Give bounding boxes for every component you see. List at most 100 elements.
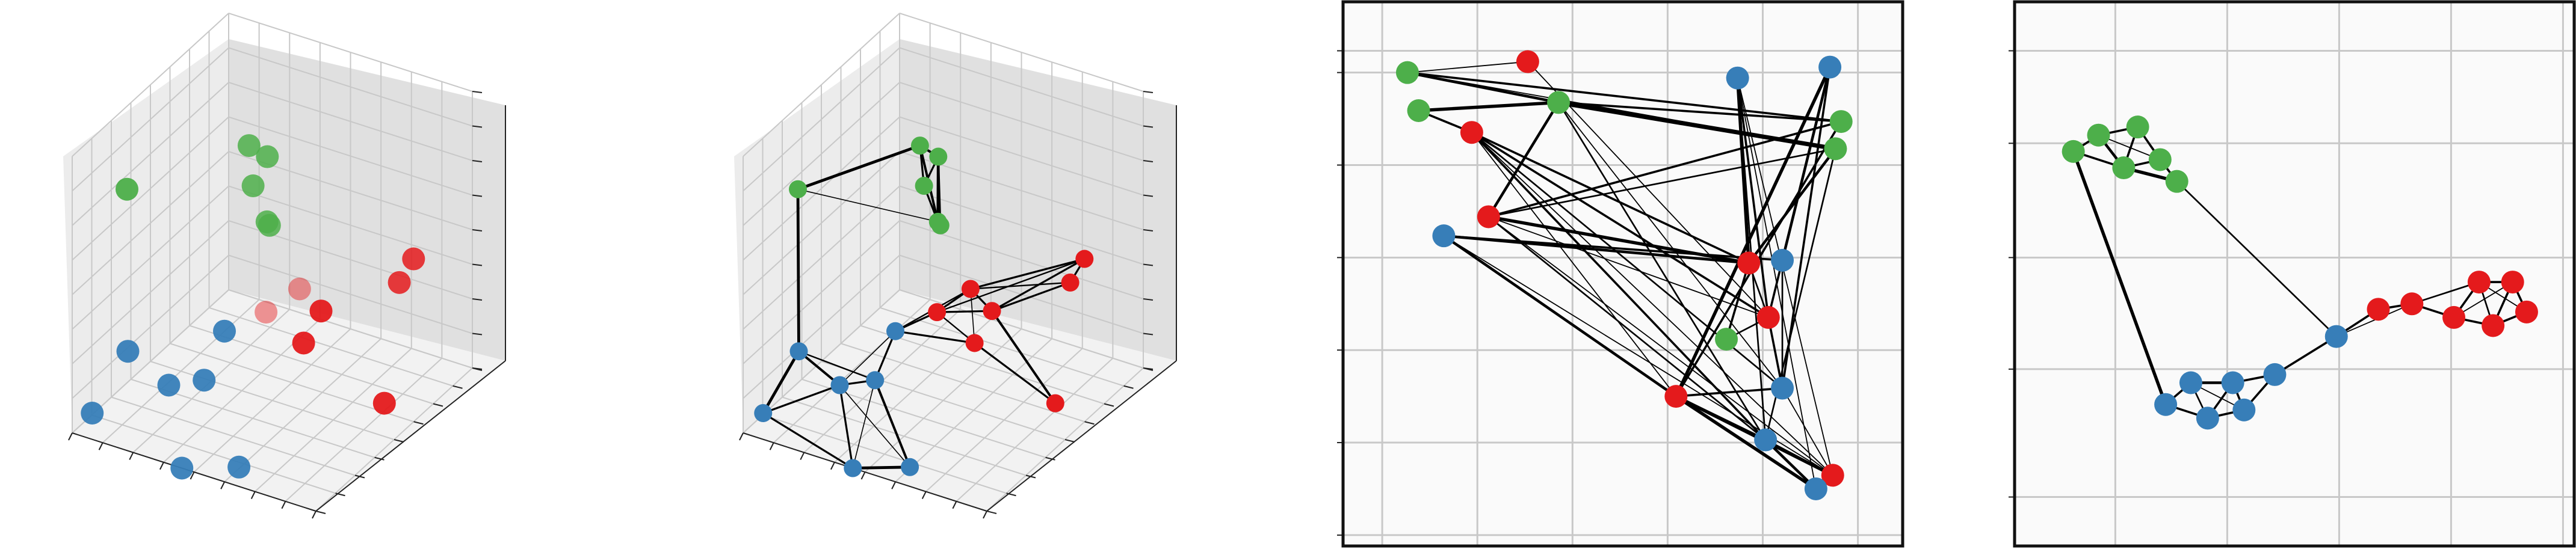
p3-node-g4 <box>2112 156 2136 180</box>
p1-y-tick-1 <box>1006 492 1016 497</box>
p0-y-tick-2 <box>354 474 365 479</box>
panel-2d-network-b <box>2009 0 2576 548</box>
p1-grid-floor-y-7 <box>880 307 1124 387</box>
p2-edge-33 <box>1674 65 1832 398</box>
p1-grid-left-z-3 <box>743 185 900 330</box>
p2-node-b7 <box>1804 477 1827 500</box>
p2-edge-20 <box>1487 216 1767 441</box>
p3-node-r4 <box>2501 271 2524 294</box>
p0-grid-back-z-7 <box>228 47 473 127</box>
p0-grid-left-z-3 <box>72 185 229 330</box>
p1-node-r3 <box>1075 250 1094 268</box>
p1-edge-16 <box>990 257 1086 312</box>
p0-grid-left-z-1 <box>72 254 229 399</box>
p0-point-b7 <box>227 455 251 479</box>
p1-node-b3 <box>830 376 849 394</box>
p0-grid-left-z-2 <box>72 220 229 364</box>
p3-node-r1 <box>2367 298 2390 321</box>
p1-node-r1 <box>961 280 980 298</box>
p1-node-g2 <box>910 136 929 155</box>
p3-node-b6 <box>2196 406 2219 430</box>
p1-grid-floor-y-1 <box>762 414 1007 494</box>
p0-point-b2 <box>116 340 140 363</box>
p0-z-tick-1 <box>472 333 483 336</box>
p1-grid-left-z-6 <box>743 82 900 226</box>
p2-edge-26 <box>1442 234 1678 398</box>
p3-node-b5 <box>2154 393 2178 416</box>
p0-point-r7 <box>372 391 396 415</box>
p1-z-tick-7 <box>1143 125 1154 128</box>
p1-x-tick-5 <box>891 481 897 489</box>
p2-edge-21 <box>1487 148 1836 218</box>
p0-point-b6 <box>170 456 194 480</box>
p0-pane-back <box>229 39 505 361</box>
p2-node-g3 <box>1547 91 1571 114</box>
p1-grid-left-z-2 <box>743 220 900 364</box>
p1-x-tick-2 <box>800 452 805 460</box>
p2-edge-12 <box>1471 131 1770 319</box>
p1-grid-floor-y-5 <box>841 343 1085 423</box>
p2-edge-22 <box>1487 216 1833 476</box>
p3-node-r6 <box>2482 314 2505 337</box>
p0-pane-floor <box>72 290 505 511</box>
p2-edge-29 <box>1736 76 1770 319</box>
p0-grid-back-z-6 <box>228 82 473 161</box>
p1-edge-0 <box>796 144 922 191</box>
p0-x-tick-4 <box>190 471 195 480</box>
p2-edge-14 <box>1471 132 1833 476</box>
p3-edge-14 <box>2273 335 2338 376</box>
p1-z-tick-6 <box>1143 160 1154 162</box>
p1-grid-back-z-5 <box>899 116 1144 196</box>
p1-edge-22 <box>970 288 975 344</box>
p1-edge-35 <box>762 412 854 470</box>
p1-y-tick-3 <box>1045 456 1055 461</box>
p2-node-r5 <box>1756 305 1780 329</box>
p0-y-tick-4 <box>394 439 404 443</box>
p2-edge-53 <box>1782 387 1833 476</box>
p1-node-b1 <box>886 322 904 340</box>
p1-y-tick-5 <box>1084 421 1095 425</box>
p3-node-b4 <box>2179 371 2202 394</box>
p2-edge-4 <box>1416 100 1560 112</box>
p0-grid-floor-y-1 <box>91 414 336 494</box>
p2-edge-11 <box>1471 131 1750 265</box>
p1-grid-left-z-7 <box>743 47 900 192</box>
p0-y-tick-7 <box>452 385 463 389</box>
p0-point-b1 <box>213 319 236 343</box>
p1-y-tick-4 <box>1064 439 1075 443</box>
p1-edge-36 <box>851 465 912 470</box>
p2-edge-48 <box>1674 394 1818 491</box>
p0-point-r4 <box>388 271 411 294</box>
p0-z-tick-6 <box>472 160 483 162</box>
p0-y-axis-line <box>315 360 506 512</box>
p1-node-g1 <box>789 180 807 198</box>
p3-edge-11 <box>2071 150 2167 406</box>
p2-node-g5 <box>1824 137 1847 161</box>
p2-node-r2 <box>1460 121 1483 144</box>
p2-edge-41 <box>1725 262 1750 340</box>
p3-edge-12 <box>2176 180 2338 337</box>
p1-edge-14 <box>969 257 1086 290</box>
p0-point-r5 <box>255 301 278 324</box>
p2-edge-23 <box>1487 120 1842 218</box>
p0-grid-floor-y-2 <box>111 396 356 476</box>
p1-edge-38 <box>839 330 896 386</box>
p1-grid-back-z-8 <box>899 13 1144 92</box>
p0-grid-left-z-7 <box>72 47 229 192</box>
p2-edge-25 <box>1442 235 1784 262</box>
p2-edge-6 <box>1556 100 1838 151</box>
p3-plot-area <box>2015 2 2574 546</box>
p0-x-tick-8 <box>312 511 317 519</box>
p1-x-tick-6 <box>921 491 927 499</box>
p0-grid-back-z-8 <box>228 13 473 92</box>
p0-z-tick-8 <box>472 91 483 93</box>
p1-grid-floor-y-6 <box>860 325 1105 405</box>
p2-node-r3 <box>1477 205 1500 228</box>
p0-grid-left-z-8 <box>72 13 229 157</box>
p3-node-b3 <box>2221 371 2244 394</box>
p1-edge-20 <box>973 342 1057 405</box>
p1-z-tick-5 <box>1143 194 1154 197</box>
p0-y-tick-3 <box>374 456 385 461</box>
p0-grid-floor-y-7 <box>209 307 453 387</box>
p3-node-g2 <box>2087 123 2110 147</box>
